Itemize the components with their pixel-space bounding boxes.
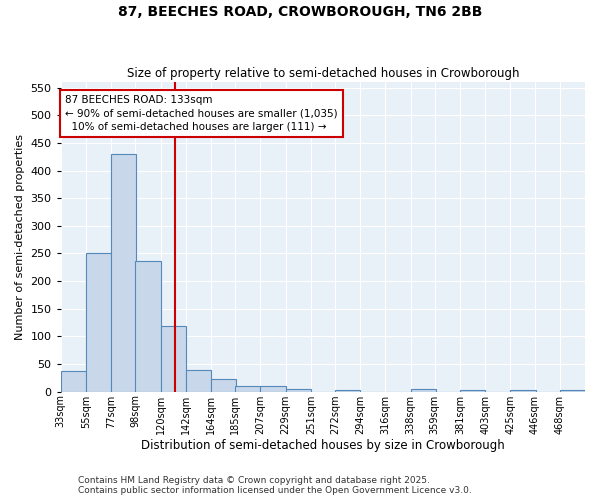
Text: Contains HM Land Registry data © Crown copyright and database right 2025.
Contai: Contains HM Land Registry data © Crown c…: [78, 476, 472, 495]
Bar: [460, 390, 485, 392]
Bar: [511, 390, 536, 392]
Text: 87, BEECHES ROAD, CROWBOROUGH, TN6 2BB: 87, BEECHES ROAD, CROWBOROUGH, TN6 2BB: [118, 5, 482, 19]
Bar: [560, 390, 585, 392]
Y-axis label: Number of semi-detached properties: Number of semi-detached properties: [15, 134, 25, 340]
Text: 87 BEECHES ROAD: 133sqm
← 90% of semi-detached houses are smaller (1,035)
  10% : 87 BEECHES ROAD: 133sqm ← 90% of semi-de…: [65, 96, 338, 132]
Title: Size of property relative to semi-detached houses in Crowborough: Size of property relative to semi-detach…: [127, 66, 519, 80]
X-axis label: Distribution of semi-detached houses by size in Crowborough: Distribution of semi-detached houses by …: [141, 440, 505, 452]
Bar: [111, 154, 136, 392]
Bar: [135, 261, 161, 392]
Bar: [235, 386, 260, 392]
Bar: [211, 379, 236, 392]
Bar: [186, 370, 211, 392]
Bar: [410, 389, 436, 392]
Bar: [61, 370, 86, 392]
Bar: [335, 390, 360, 392]
Bar: [286, 389, 311, 392]
Bar: [161, 326, 186, 392]
Bar: [260, 386, 286, 392]
Bar: [86, 254, 111, 392]
